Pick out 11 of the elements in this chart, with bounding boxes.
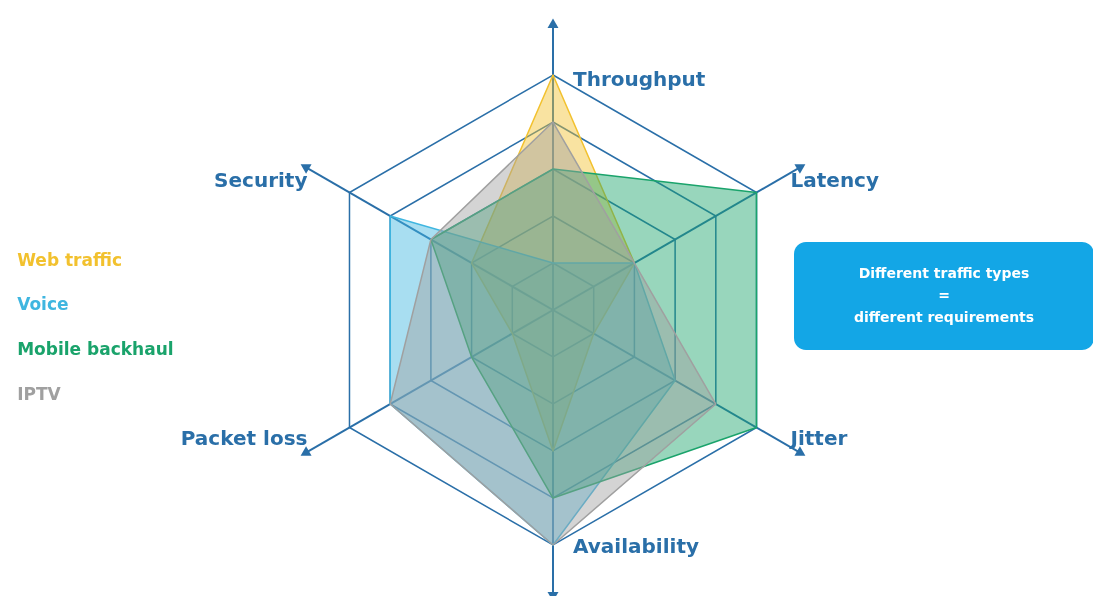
spoke-label: Latency — [790, 167, 880, 192]
text: Web traffic — [17, 249, 122, 270]
text: IPTV — [17, 383, 62, 404]
text: Voice — [17, 294, 69, 315]
text: Different traffic types = different requirements — [853, 265, 1035, 325]
spoke-label: Packet loss — [180, 426, 308, 451]
text: Mobile backhaul — [17, 338, 174, 359]
spoke-label: Availability — [573, 534, 699, 559]
spoke-label: Throughput — [573, 66, 706, 91]
spoke-label: Jitter — [788, 426, 848, 451]
spoke-label: Security — [214, 167, 308, 192]
